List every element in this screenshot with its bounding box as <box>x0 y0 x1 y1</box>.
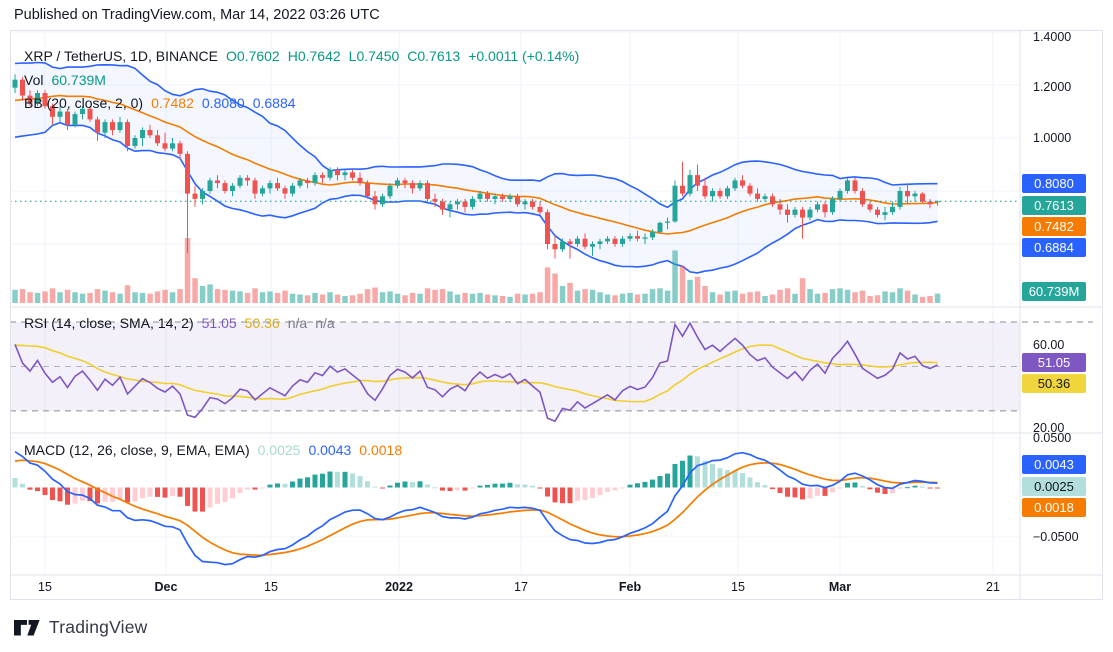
time-axis-label: 15 <box>731 580 745 594</box>
time-axis-label: 2022 <box>385 580 413 594</box>
published-note: Published on TradingView.com, Mar 14, 20… <box>14 7 380 23</box>
macd-axis-label: −0.0500 <box>1033 530 1079 544</box>
rsi-badge: 51.05 <box>1022 353 1086 372</box>
time-axis-label: Dec <box>154 580 178 594</box>
bollinger-bands <box>14 61 938 274</box>
time-axis-label: 21 <box>986 580 1000 594</box>
price-axis-label: 1.4000 <box>1033 30 1072 44</box>
time-axis-label: 17 <box>514 580 528 594</box>
last-price-badge: 0.7613 <box>1022 196 1086 215</box>
rsi-axis-label: 20.00 <box>1033 421 1065 435</box>
chart-canvas[interactable] <box>10 30 1103 600</box>
bb-lower-badge: 0.6884 <box>1022 238 1086 257</box>
time-axis-label: Mar <box>828 580 852 594</box>
price-axis-label: 1.2000 <box>1033 80 1072 94</box>
time-axis-label: 15 <box>264 580 278 594</box>
tradingview-wordmark: TradingView <box>49 617 148 637</box>
rsi-plot <box>14 321 938 423</box>
candles <box>12 74 940 259</box>
macd-hist-badge: 0.0025 <box>1022 477 1086 496</box>
volume-badge: 60.739M <box>1022 282 1086 301</box>
price-axis-label: 1.0000 <box>1033 131 1072 145</box>
time-axis-label: 15 <box>38 580 52 594</box>
macd-signal-badge: 0.0018 <box>1022 498 1086 517</box>
macd-axis-label: 0.0500 <box>1033 431 1072 445</box>
bb-upper-badge: 0.8080 <box>1022 174 1086 193</box>
tradingview-logo-icon <box>14 619 40 635</box>
macd-line-badge: 0.0043 <box>1022 455 1086 474</box>
time-axis-label: Feb <box>618 580 642 594</box>
macd-plot <box>12 450 940 566</box>
grid-horizontal-main <box>10 31 1020 245</box>
rsi-axis-label: 60.00 <box>1033 338 1065 352</box>
volume-bars <box>12 238 941 303</box>
rsi-ma-badge: 50.36 <box>1022 374 1086 393</box>
bb-basis-badge: 0.7482 <box>1022 217 1086 236</box>
chart-container: XRP / TetherUS, 1D, BINANCE O0.7602 H0.7… <box>10 30 1103 600</box>
footer-brand[interactable]: TradingView <box>14 617 148 638</box>
